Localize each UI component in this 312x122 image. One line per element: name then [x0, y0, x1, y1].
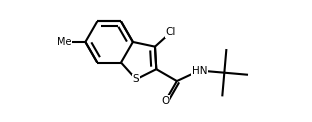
Text: Me: Me	[57, 37, 71, 47]
Text: O: O	[162, 96, 170, 106]
Text: Cl: Cl	[166, 27, 176, 37]
Text: S: S	[133, 74, 139, 84]
Text: HN: HN	[192, 66, 207, 76]
